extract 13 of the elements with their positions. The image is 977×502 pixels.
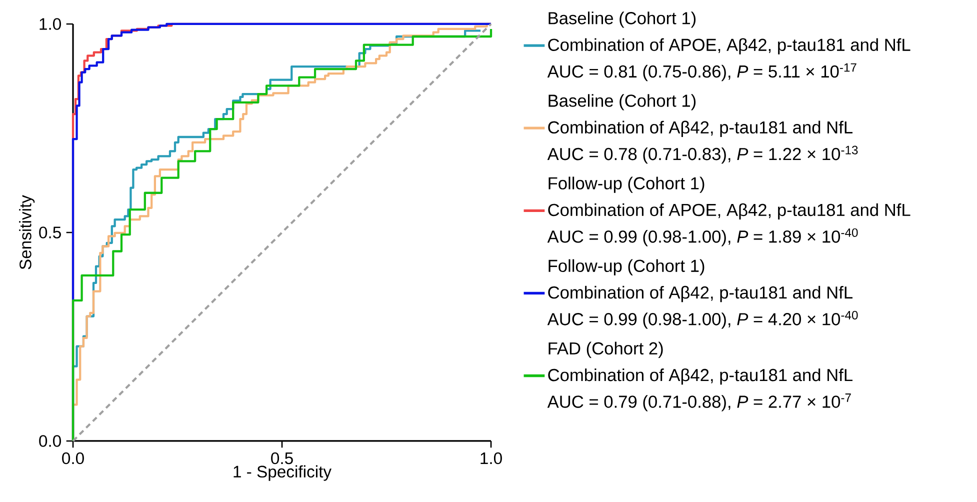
legend-label: Follow-up (Cohort 1) Combination of APOE, Aβ42, p-tau181 and NfL AUC = 0.99 (0.98-1.00), P = 1.89 × 10$^{-40}$ [547,176,910,246]
legend-label: Baseline (Cohort 1) Combination of Aβ42, p-tau181 and NfL AUC = 0.78 (0.71-0.83), P = 1.22 × 10$^{-13}$ [547,94,858,164]
legend-label: FAD (Cohort 2) Combination of Aβ42, p-tau181 and NfL AUC = 0.79 (0.71-0.88), P = 2.77 × 10$^{-7}$ [547,342,852,412]
x-tick-label: 1.0 [480,452,502,464]
y-tick-label: 1.0 [40,18,61,30]
y-tick-label: 0.5 [39,226,61,238]
x-tick-label: 0.0 [62,452,84,464]
legend-label: Baseline (Cohort 1) Combination of APOE, Aβ42, p-tau181 and NfL AUC = 0.81 (0.75-0.86), P = 5.11 × 10$^{-17}$ [547,12,910,82]
x-tick-label: 0.5 [271,452,293,464]
y-tick-label: 0.0 [39,435,61,447]
x-axis-title: 1 - Specificity [234,465,332,481]
legend-label: Follow-up (Cohort 1) Combination of Aβ42, p-tau181 and NfL AUC = 0.99 (0.98-1.00), P = 4.20 × 10$^{-40}$ [547,259,858,329]
y-axis-title: Sensitivity [19,195,35,270]
